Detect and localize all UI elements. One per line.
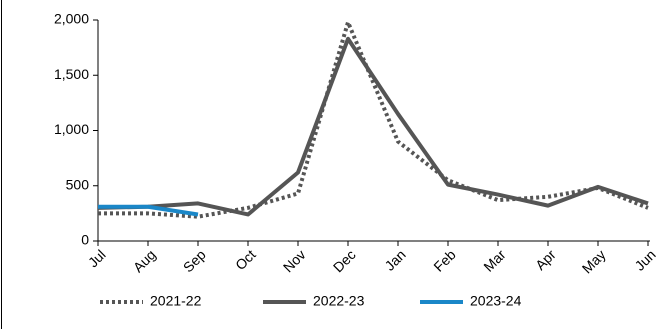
series-line <box>97 36 649 217</box>
legend-label: 2021-22 <box>150 293 202 309</box>
series-line <box>98 20 649 219</box>
x-tick-label: Sep <box>180 246 209 275</box>
x-tick-label: Jan <box>381 246 408 273</box>
y-tick-label: 500 <box>66 176 90 192</box>
series-line <box>98 204 199 217</box>
y-tick-label: 1,000 <box>54 121 89 137</box>
x-tick-label: Nov <box>280 246 309 275</box>
legend-label: 2023-24 <box>470 293 522 309</box>
x-tick-label: Dec <box>330 246 359 275</box>
x-tick-label: Mar <box>480 246 509 275</box>
x-tick-label: Feb <box>430 246 459 275</box>
x-tick-label: May <box>579 246 609 276</box>
y-tick-label: 1,500 <box>54 66 89 82</box>
x-tick-label: Jun <box>631 246 658 273</box>
x-tick-label: Apr <box>532 246 559 273</box>
y-tick-label: 0 <box>81 232 89 248</box>
x-tick-label: Aug <box>130 246 159 275</box>
x-tick-label: Jul <box>85 246 109 270</box>
y-tick-label: 2,000 <box>54 11 89 27</box>
x-tick-label: Oct <box>232 246 259 273</box>
legend-label: 2022-23 <box>313 293 365 309</box>
